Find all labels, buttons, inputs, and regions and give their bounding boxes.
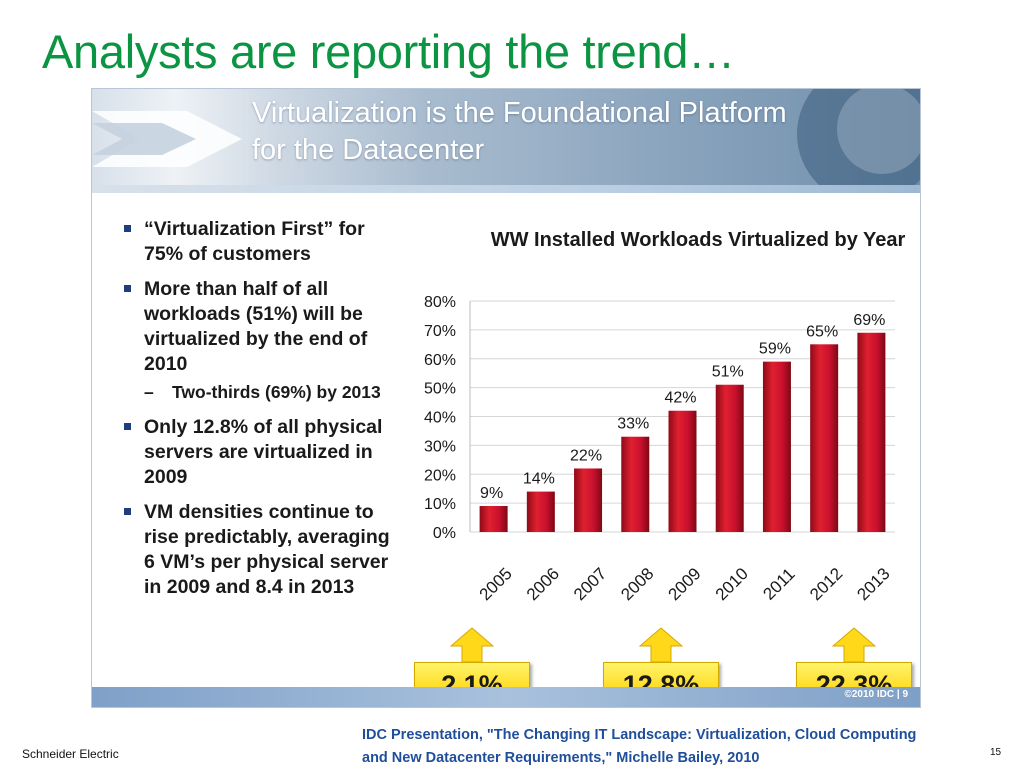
- x-tick-label: 2013: [853, 564, 893, 604]
- bar-2013: [857, 332, 886, 532]
- x-tick-label: 2006: [523, 564, 563, 604]
- y-tick-label: 50%: [424, 381, 456, 398]
- data-label: 14%: [523, 471, 555, 488]
- banner-decoration: [92, 89, 920, 185]
- bullet-item: “Virtualization First” for 75% of custom…: [122, 217, 394, 267]
- bar-2010: [715, 384, 744, 532]
- bullet-square-icon: [124, 285, 131, 292]
- idc-copyright: ©2010 IDC | 9: [844, 689, 908, 700]
- data-label: 33%: [617, 416, 649, 433]
- bullet-square-icon: [124, 225, 131, 232]
- data-labels: 9% 14% 22% 33% 42% 51% 59% 65% 69%: [480, 312, 885, 502]
- data-label: 69%: [853, 312, 885, 329]
- bullet-text: “Virtualization First” for 75% of custom…: [144, 218, 365, 265]
- bullet-text: More than half of all workloads (51%) wi…: [144, 278, 368, 375]
- source-citation: IDC Presentation, "The Changing IT Lands…: [362, 727, 917, 766]
- y-axis-ticks: 0% 10% 20% 30% 40% 50% 60% 70% 80%: [424, 294, 456, 542]
- dash-icon: –: [144, 382, 154, 402]
- y-tick-label: 10%: [424, 496, 456, 513]
- bar-2009: [668, 410, 697, 532]
- chart-title: WW Installed Workloads Virtualized by Ye…: [490, 229, 906, 251]
- bar-2012: [810, 344, 839, 532]
- x-tick-label: 2008: [617, 564, 657, 604]
- slide-title: Analysts are reporting the trend…: [42, 25, 735, 78]
- y-tick-label: 0%: [433, 525, 456, 542]
- y-tick-label: 20%: [424, 467, 456, 484]
- arrow-up-icon: [639, 627, 683, 663]
- bar-chart: 0% 10% 20% 30% 40% 50% 60% 70% 80% 9% 14% 22% 33% 42…: [424, 294, 895, 604]
- x-tick-label: 2007: [570, 564, 610, 604]
- bullet-text: Only 12.8% of all physical servers are v…: [144, 416, 383, 488]
- data-label: 59%: [759, 341, 791, 358]
- y-tick-label: 60%: [424, 352, 456, 369]
- sub-bullet-item: – Two-thirds (69%) by 2013: [122, 381, 394, 403]
- data-label: 51%: [712, 364, 744, 381]
- bullet-item: Only 12.8% of all physical servers are v…: [122, 415, 394, 490]
- bullet-list: “Virtualization First” for 75% of custom…: [122, 217, 394, 610]
- bullet-item: More than half of all workloads (51%) wi…: [122, 277, 394, 377]
- x-tick-label: 2012: [806, 564, 846, 604]
- x-tick-label: 2009: [665, 564, 705, 604]
- bullet-square-icon: [124, 423, 131, 430]
- arrow-up-icon: [832, 627, 876, 663]
- embedded-banner: Virtualization is the Foundational Platf…: [92, 89, 920, 185]
- chart-bars: [479, 332, 886, 532]
- banner-stripe: [92, 185, 920, 193]
- bar-2007: [574, 468, 603, 532]
- x-tick-label: 2011: [759, 564, 798, 603]
- page-number: 15: [990, 747, 1002, 758]
- data-label: 65%: [806, 323, 838, 340]
- bullet-item: VM densities continue to rise predictabl…: [122, 500, 394, 600]
- sub-bullet-text: Two-thirds (69%) by 2013: [172, 382, 381, 402]
- data-label: 42%: [664, 390, 696, 407]
- y-tick-label: 70%: [424, 323, 456, 340]
- embedded-idc-slide: Virtualization is the Foundational Platf…: [91, 88, 921, 708]
- x-axis-ticks: 2005 2006 2007 2008 2009 2010 2011 2012 2013: [476, 564, 894, 604]
- data-label: 22%: [570, 447, 602, 464]
- y-tick-label: 80%: [424, 294, 456, 311]
- embedded-slide-title: Virtualization is the Foundational Platf…: [252, 97, 787, 166]
- bar-2008: [621, 436, 650, 532]
- y-tick-label: 40%: [424, 410, 456, 427]
- bar-2011: [762, 361, 791, 532]
- company-name: Schneider Electric: [22, 747, 119, 761]
- x-tick-label: 2010: [712, 564, 752, 604]
- x-tick-label: 2005: [476, 564, 516, 604]
- data-label: 9%: [480, 485, 503, 502]
- bullet-square-icon: [124, 508, 131, 515]
- bar-2006: [526, 491, 555, 532]
- arrow-up-icon: [450, 627, 494, 663]
- embedded-footer-bar: [92, 687, 920, 707]
- bar-2005: [479, 506, 508, 532]
- bullet-text: VM densities continue to rise predictabl…: [144, 501, 390, 598]
- y-tick-label: 30%: [424, 438, 456, 455]
